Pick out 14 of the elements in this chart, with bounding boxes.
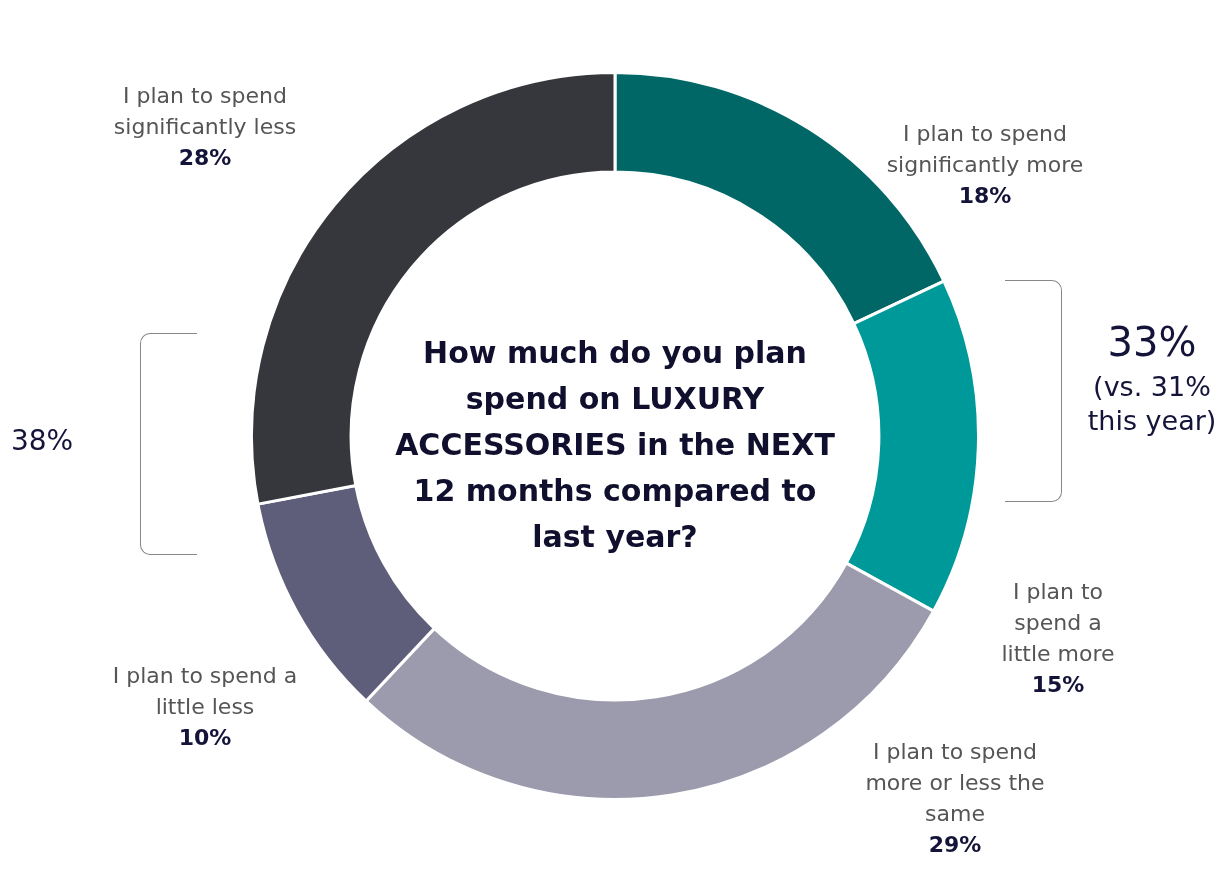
text: (vs. 31% this year) — [1086, 370, 1218, 438]
data-label: 18% — [957, 182, 1013, 210]
slice-label: I plan to spend a little more — [1001, 579, 1115, 666]
slice-label: I plan to spend a little less — [112, 663, 298, 719]
text: 33% — [1106, 318, 1198, 366]
slice-label: I plan to spend more or less the same — [865, 739, 1045, 826]
slice-label: I plan to spend significantly less — [113, 83, 297, 139]
text: How much do you plan spend on LUXURY ACCESSORIES in the NEXT 12 months compared to last year? — [395, 334, 835, 556]
slice-label: I plan to spend significantly more — [886, 121, 1084, 177]
text: 38% — [9, 424, 75, 458]
data-label: 29% — [927, 831, 983, 859]
data-label: 28% — [177, 144, 233, 172]
data-label: 10% — [177, 724, 233, 752]
data-label: 15% — [1030, 671, 1086, 699]
